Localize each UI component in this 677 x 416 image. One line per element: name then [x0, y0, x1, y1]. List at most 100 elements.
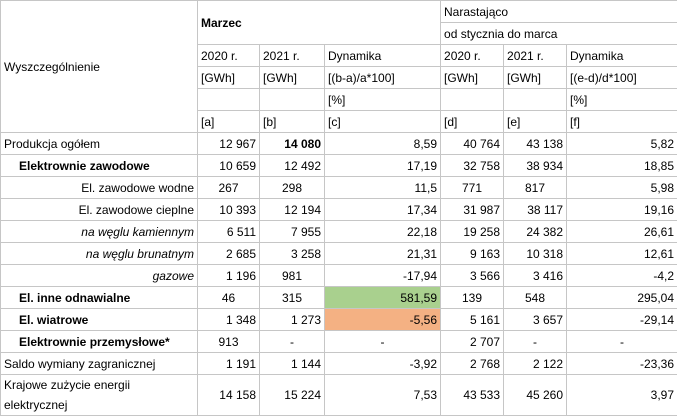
- col-dyn-month: Dynamika: [323, 44, 442, 67]
- cell-a: 1 196: [197, 264, 260, 287]
- table-row: El. zawodowe wodne 267 298 11,5 771 817 …: [0, 176, 677, 199]
- cell-e: 3 657: [503, 308, 568, 331]
- row-label: El. wiatrowe: [0, 308, 198, 331]
- table-row: Saldo wymiany zagranicznej 1 191 1 144 -…: [0, 352, 677, 375]
- cell-b: 14 080: [259, 132, 325, 155]
- cell-b: -: [259, 330, 325, 353]
- cell-f: 295,04: [566, 286, 677, 309]
- table-row: na węglu kamiennym 6 511 7 955 22,18 19 …: [0, 220, 677, 243]
- cell-a: 10 393: [197, 198, 260, 221]
- cell-e: 45 260: [503, 374, 568, 416]
- formula-month: [(b-a)/a*100]: [323, 66, 442, 89]
- cell-e: 817: [503, 176, 568, 199]
- cell-b: 1 144: [259, 352, 325, 375]
- row-label: Elektrownie przemysłowe*: [0, 330, 198, 353]
- cell-b: 981: [259, 264, 325, 287]
- cell-f: 18,85: [566, 154, 677, 177]
- cell-d: 40 764: [440, 132, 505, 155]
- table-row: Krajowe zużycie energii elektrycznej 14 …: [0, 374, 677, 416]
- row-label: El. inne odnawialne: [0, 286, 198, 309]
- cell-e: 10 318: [503, 242, 568, 265]
- cell-f: 3,97: [566, 374, 677, 416]
- cell-c: -: [323, 330, 442, 353]
- cell-b: 15 224: [259, 374, 325, 416]
- cell-b: 1 273: [259, 308, 325, 331]
- cell-a: 46: [197, 286, 260, 309]
- cell-c: 21,31: [323, 242, 442, 265]
- row-label: El. zawodowe cieplne: [0, 198, 198, 221]
- row-label: na węglu brunatnym: [0, 242, 198, 265]
- row-label: Krajowe zużycie energii elektrycznej: [0, 374, 198, 416]
- cell-d: 3 566: [440, 264, 505, 287]
- letter-a: [a]: [197, 110, 260, 133]
- cell-f: 12,61: [566, 242, 677, 265]
- cell-a: 10 659: [197, 154, 260, 177]
- pct-cum: [%]: [566, 88, 677, 111]
- letter-b: [b]: [259, 110, 325, 133]
- highlight-cell-positive: 581,59: [323, 286, 442, 309]
- cell-d: 5 161: [440, 308, 505, 331]
- cell-a: 12 967: [197, 132, 260, 155]
- row-label: gazowe: [0, 264, 198, 287]
- cell-b: 7 955: [259, 220, 325, 243]
- cell-e: 43 138: [503, 132, 568, 155]
- row-label: Produkcja ogółem: [0, 132, 198, 155]
- cell-b: 298: [259, 176, 325, 199]
- cell-f: -23,36: [566, 352, 677, 375]
- row-label: na węglu kamiennym: [0, 220, 198, 243]
- cumulative-header-line1: Narastająco: [440, 0, 677, 23]
- unit-a: [GWh]: [197, 66, 260, 89]
- letter-f: [f]: [566, 110, 677, 133]
- col-2021-month: 2021 r.: [259, 44, 325, 67]
- cell-d: 2 707: [440, 330, 505, 353]
- cell-e: 548: [503, 286, 568, 309]
- cell-c: -17,94: [323, 264, 442, 287]
- col-2021-cum: 2021 r.: [503, 44, 568, 67]
- pct-month: [%]: [323, 88, 442, 111]
- table-row: na węglu brunatnym 2 685 3 258 21,31 9 1…: [0, 242, 677, 265]
- cell-c: -3,92: [323, 352, 442, 375]
- row-label: Elektrownie zawodowe: [0, 154, 198, 177]
- col-2020-month: 2020 r.: [197, 44, 260, 67]
- cell-d: 32 758: [440, 154, 505, 177]
- cell-f: 5,98: [566, 176, 677, 199]
- cell-f: 26,61: [566, 220, 677, 243]
- highlight-cell-negative: -5,56: [323, 308, 442, 331]
- cell-b: 12 194: [259, 198, 325, 221]
- cell-a: 913: [197, 330, 260, 353]
- cell-e: 24 382: [503, 220, 568, 243]
- cell-d: 139: [440, 286, 505, 309]
- col-dyn-cum: Dynamika: [566, 44, 677, 67]
- cell-e: 2 122: [503, 352, 568, 375]
- letter-e: [e]: [503, 110, 568, 133]
- cell-e: 38 934: [503, 154, 568, 177]
- formula-cum: [(e-d)/d*100]: [566, 66, 677, 89]
- cell-a: 6 511: [197, 220, 260, 243]
- cell-c: 11,5: [323, 176, 442, 199]
- cell-b: 12 492: [259, 154, 325, 177]
- unit-d: [GWh]: [440, 66, 505, 89]
- cell-a: 267: [197, 176, 260, 199]
- cell-a: 2 685: [197, 242, 260, 265]
- cell-d: 771: [440, 176, 505, 199]
- cell-c: 22,18: [323, 220, 442, 243]
- cell-f: 5,82: [566, 132, 677, 155]
- cell-c: 7,53: [323, 374, 442, 416]
- cell-d: 43 533: [440, 374, 505, 416]
- table-row: Elektrownie zawodowe 10 659 12 492 17,19…: [0, 154, 677, 177]
- cell-c: 8,59: [323, 132, 442, 155]
- cell-e: -: [503, 330, 568, 353]
- cell-a: 1 348: [197, 308, 260, 331]
- unit-e: [GWh]: [503, 66, 568, 89]
- cell-d: 19 258: [440, 220, 505, 243]
- letter-c: [c]: [323, 110, 442, 133]
- table-row: El. inne odnawialne 46 315 581,59 139 54…: [0, 286, 677, 309]
- cell-b: 315: [259, 286, 325, 309]
- letter-d: [d]: [440, 110, 505, 133]
- cell-f: -4,2: [566, 264, 677, 287]
- cell-e: 3 416: [503, 264, 568, 287]
- table-row: El. zawodowe cieplne 10 393 12 194 17,34…: [0, 198, 677, 221]
- col-2020-cum: 2020 r.: [440, 44, 505, 67]
- table-row: El. wiatrowe 1 348 1 273 -5,56 5 161 3 6…: [0, 308, 677, 331]
